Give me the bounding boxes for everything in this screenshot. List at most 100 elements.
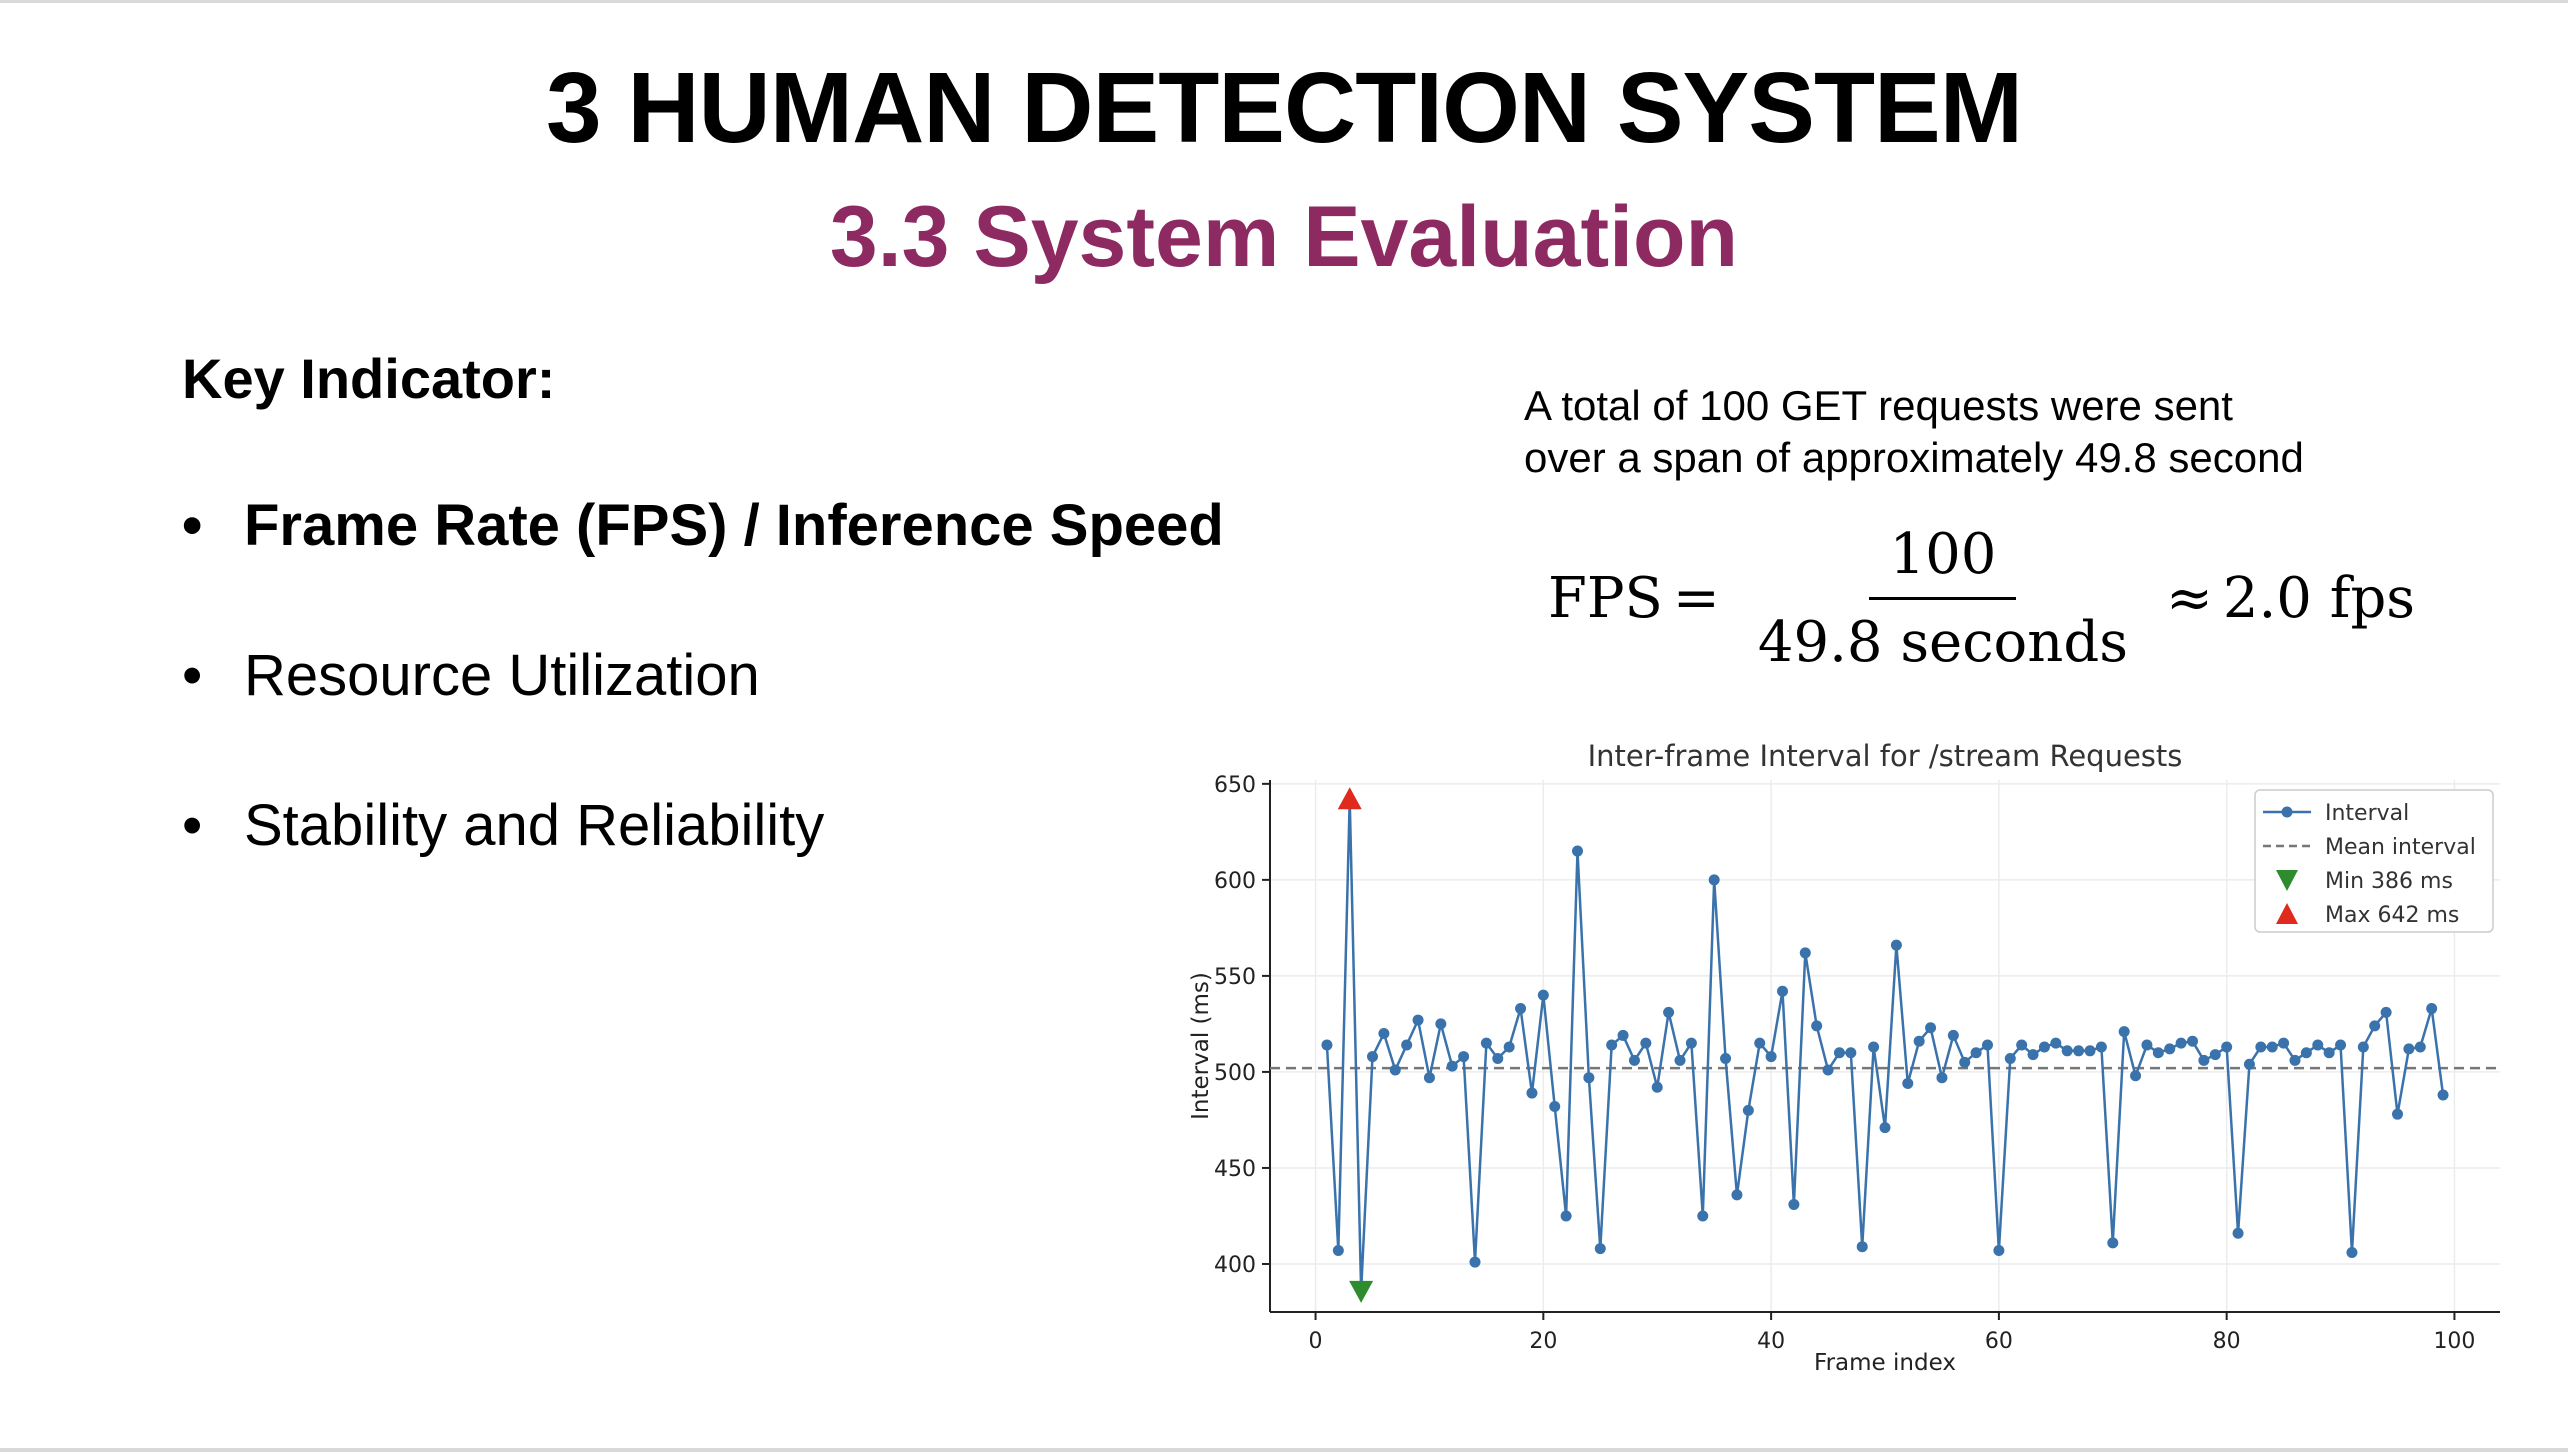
fps-formula: FPS = 100 49.8 seconds ≈ 2.0 fps — [1548, 522, 2416, 675]
interval-point — [1925, 1022, 1937, 1034]
legend-min-swatch — [2276, 870, 2298, 891]
interval-point — [2346, 1246, 2358, 1258]
interval-point — [1788, 1198, 1800, 1210]
interval-point — [1526, 1087, 1538, 1099]
interval-point — [1697, 1210, 1709, 1222]
x-tick-label: 40 — [1757, 1329, 1785, 1354]
min-marker — [1349, 1280, 1374, 1303]
interval-point — [1902, 1077, 1914, 1089]
interval-point — [1594, 1243, 1606, 1255]
interval-point — [2198, 1054, 2210, 1066]
interval-point — [2335, 1039, 2347, 1051]
interval-point — [1321, 1039, 1333, 1051]
top-border — [0, 0, 2568, 3]
interval-point — [2312, 1039, 2324, 1051]
interval-point — [2243, 1058, 2255, 1070]
legend-label: Interval — [2325, 801, 2409, 826]
formula-numerator: 100 — [1869, 522, 2017, 600]
bullet-frame-rate: Frame Rate (FPS) / Inference Speed — [182, 490, 1224, 562]
interval-point — [1674, 1054, 1686, 1066]
interval-point — [1731, 1189, 1743, 1201]
interval-point — [2300, 1047, 2312, 1059]
formula-lhs: FPS — [1548, 565, 1663, 631]
interval-point — [2038, 1041, 2050, 1053]
x-tick-label: 20 — [1529, 1329, 1557, 1354]
indicator-list: Frame Rate (FPS) / Inference Speed Resou… — [182, 490, 1224, 940]
interval-point — [2016, 1039, 2028, 1051]
interval-point — [2255, 1041, 2267, 1053]
interval-point — [1993, 1245, 2005, 1257]
interval-point — [1742, 1104, 1754, 1116]
interval-point — [1947, 1029, 1959, 1041]
legend-interval-marker — [2281, 806, 2293, 818]
slide-subtitle: 3.3 System Evaluation — [829, 189, 1739, 285]
interval-point — [1845, 1047, 1857, 1059]
interval-point — [1435, 1018, 1447, 1030]
interval-point — [2426, 1003, 2438, 1015]
interval-point — [1480, 1037, 1492, 1049]
interval-point — [1765, 1051, 1777, 1063]
interval-point — [1549, 1100, 1561, 1112]
interval-point — [1651, 1081, 1663, 1093]
interval-point — [1982, 1039, 1993, 1051]
interval-point — [1811, 1020, 1823, 1032]
interval-point — [1446, 1060, 1458, 1072]
y-tick-label: 450 — [1214, 1157, 1256, 1182]
interval-point — [1720, 1052, 1732, 1064]
formula-denominator: 49.8 seconds — [1757, 609, 2128, 675]
interval-point — [2061, 1045, 2073, 1057]
interval-point — [1936, 1072, 1948, 1084]
bottom-border — [0, 1448, 2568, 1452]
interval-point — [2289, 1054, 2301, 1066]
y-axis-label: Interval (ms) — [1188, 972, 1214, 1120]
formula-equals: = — [1672, 565, 1720, 631]
interval-point — [2130, 1070, 2142, 1082]
interval-point — [2175, 1037, 2187, 1049]
interval-point — [1879, 1122, 1891, 1134]
interval-point — [1913, 1035, 1925, 1047]
interval-point — [2380, 1006, 2392, 1018]
interval-point — [1663, 1006, 1675, 1018]
interval-point — [1367, 1051, 1378, 1063]
request-summary: A total of 100 GET requests were sent ov… — [1524, 380, 2424, 484]
interval-point — [1822, 1064, 1834, 1076]
interval-point — [1458, 1051, 1470, 1063]
interval-point — [1583, 1072, 1595, 1084]
interval-point — [1890, 939, 1902, 951]
legend-box — [2254, 789, 2494, 933]
interval-point — [2152, 1047, 2164, 1059]
interval-point — [1799, 947, 1811, 959]
interval-point — [1606, 1039, 1618, 1051]
chart-title: Inter-frame Interval for /stream Request… — [1588, 739, 2183, 773]
interval-point — [2027, 1049, 2039, 1061]
y-tick-label: 600 — [1214, 869, 1256, 894]
interval-point — [1423, 1072, 1435, 1084]
interval-point — [1856, 1241, 1868, 1253]
interval-point — [2073, 1045, 2085, 1057]
interval-point — [2004, 1052, 2016, 1064]
bullet-resource-utilization: Resource Utilization — [182, 640, 1224, 712]
interval-point — [1537, 989, 1549, 1001]
formula-approx: ≈ — [2165, 565, 2213, 631]
formula-fraction: 100 49.8 seconds — [1754, 522, 2132, 675]
key-indicator-heading: Key Indicator: — [182, 347, 556, 410]
interval-point — [1503, 1041, 1515, 1053]
x-tick-label: 80 — [2213, 1329, 2241, 1354]
interval-point — [1640, 1037, 1652, 1049]
interval-point — [1777, 985, 1788, 997]
slide-title: 3 HUMAN DETECTION SYSTEM — [545, 52, 2023, 164]
interval-point — [1685, 1037, 1697, 1049]
interval-point — [2357, 1041, 2369, 1053]
interval-point — [1959, 1056, 1971, 1068]
interval-point — [1469, 1256, 1481, 1268]
interval-point — [1833, 1047, 1845, 1059]
interval-point — [2414, 1041, 2426, 1053]
request-summary-line-1: A total of 100 GET requests were sent — [1524, 382, 2233, 429]
interval-point — [1572, 845, 1583, 857]
interval-point — [2403, 1043, 2415, 1055]
interval-point — [2209, 1049, 2221, 1061]
interval-point — [2118, 1026, 2130, 1038]
formula-result: 2.0 fps — [2222, 565, 2416, 631]
interval-point — [2141, 1039, 2153, 1051]
y-tick-label: 550 — [1214, 965, 1256, 990]
